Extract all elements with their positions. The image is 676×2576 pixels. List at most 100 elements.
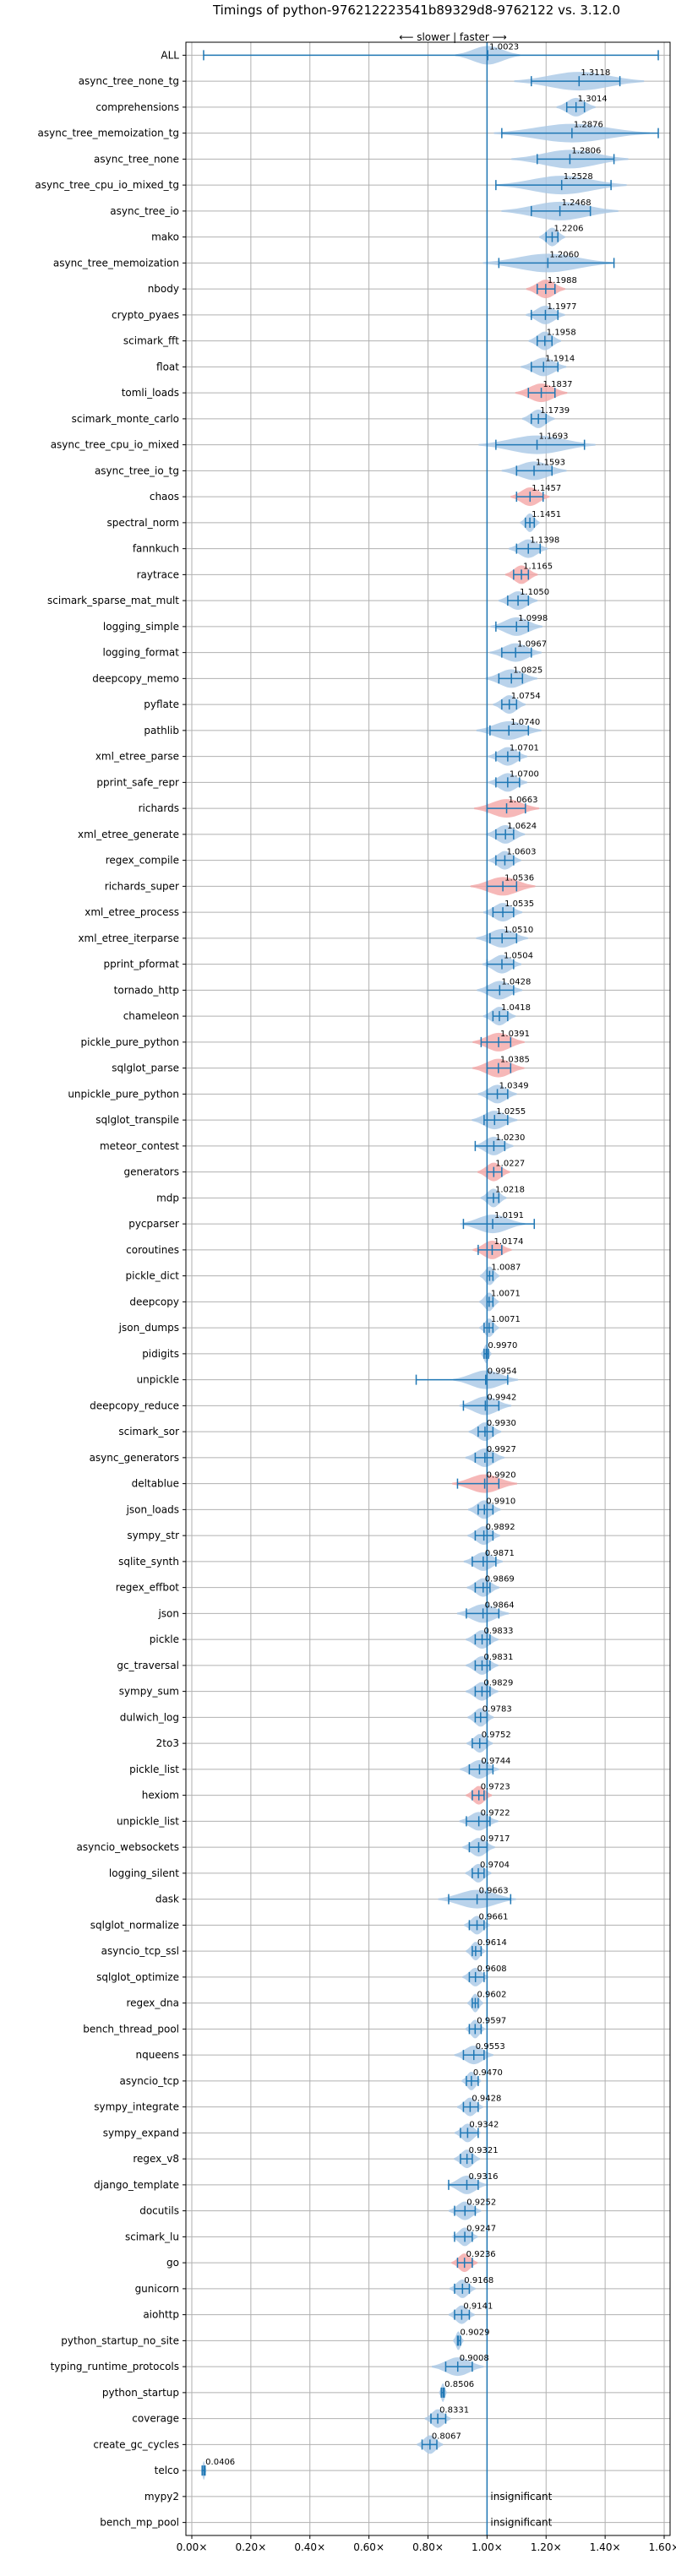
value-label: 1.1837 xyxy=(543,380,573,389)
plot-layer xyxy=(201,42,659,2535)
value-label: 1.2468 xyxy=(562,198,592,208)
benchmark-label: unpickle xyxy=(137,1374,179,1386)
benchmark-label: nqueens xyxy=(136,2049,179,2061)
x-tick-label: 0.00× xyxy=(177,2541,208,2553)
value-label: 0.9252 xyxy=(466,2198,496,2208)
benchmark-label: asyncio_tcp xyxy=(119,2075,179,2087)
benchmark-label: dulwich_log xyxy=(120,1711,179,1723)
x-tick-label: 0.40× xyxy=(294,2541,325,2553)
value-label: 1.0087 xyxy=(491,1264,521,1273)
benchmark-label: scimark_sor xyxy=(118,1426,179,1437)
benchmark-label: regex_v8 xyxy=(133,2153,179,2165)
value-label: 1.0967 xyxy=(517,640,547,649)
benchmark-label: float xyxy=(156,361,179,372)
value-label: 0.9722 xyxy=(481,1808,510,1818)
value-label: 1.0535 xyxy=(504,899,534,909)
benchmark-label: nbody xyxy=(148,283,179,295)
benchmark-label: python_startup xyxy=(102,2387,179,2399)
value-label: 0.9236 xyxy=(466,2250,496,2259)
value-label: 0.9470 xyxy=(473,2068,503,2078)
x-tick-label: 1.40× xyxy=(590,2541,621,2553)
benchmark-label: pyflate xyxy=(144,698,179,710)
value-label: 0.9704 xyxy=(480,1861,510,1870)
benchmark-label: regex_effbot xyxy=(116,1582,180,1594)
value-label: 1.1165 xyxy=(523,562,553,571)
benchmark-label: create_gc_cycles xyxy=(93,2438,179,2450)
value-label: 0.9141 xyxy=(463,2302,493,2312)
value-label: 0.9927 xyxy=(487,1445,516,1454)
benchmark-label: chameleon xyxy=(123,1010,179,1022)
value-label: 0.9608 xyxy=(477,1965,507,1974)
benchmark-label: xml_etree_generate xyxy=(78,829,179,840)
benchmark-label: sympy_integrate xyxy=(94,2101,179,2113)
value-label: 0.9783 xyxy=(482,1704,512,1714)
benchmark-label: mdp xyxy=(156,1192,179,1204)
benchmark-label: json_loads xyxy=(126,1503,179,1515)
benchmark-label: generators xyxy=(123,1166,179,1178)
benchmark-label: gunicorn xyxy=(135,2283,179,2295)
benchmark-label: fannkuch xyxy=(133,543,179,555)
benchmark-label: pidigits xyxy=(142,1348,179,1360)
value-label: 1.1398 xyxy=(530,536,559,546)
value-label: 1.0418 xyxy=(501,1003,531,1013)
value-label: 1.0624 xyxy=(507,822,537,831)
benchmark-label: xml_etree_process xyxy=(84,906,179,918)
grid-layer xyxy=(183,42,670,2539)
value-label: 0.9316 xyxy=(468,2172,498,2182)
benchmark-label: scimark_monte_carlo xyxy=(72,413,179,425)
benchmark-label: async_tree_cpu_io_mixed xyxy=(51,439,179,451)
benchmark-label: richards xyxy=(139,802,179,814)
label-layer: 0.00× 0.20× 0.40× 0.60× 0.80× 1.00× 1.20× 1.40×… xyxy=(35,42,676,2553)
value-label: 1.0071 xyxy=(491,1289,521,1298)
value-label: 1.0825 xyxy=(513,666,542,675)
value-label: 0.9723 xyxy=(481,1783,510,1792)
value-label: 0.9321 xyxy=(469,2146,499,2155)
benchmark-label: tornado_http xyxy=(114,984,179,996)
value-label: 0.9744 xyxy=(481,1757,510,1766)
benchmark-label: unpickle_list xyxy=(117,1815,179,1827)
benchmark-label: tomli_loads xyxy=(122,387,179,399)
value-label: 1.0071 xyxy=(491,1315,521,1324)
benchmark-label: sqlglot_optimize xyxy=(96,1971,179,1983)
benchmark-label: spectral_norm xyxy=(106,517,179,529)
value-label: 0.9869 xyxy=(485,1575,515,1584)
benchmark-label: chaos xyxy=(150,491,179,503)
benchmark-label: pycparser xyxy=(128,1218,179,1230)
benchmark-label: pickle_dict xyxy=(126,1270,180,1282)
benchmark-label: deepcopy_memo xyxy=(92,672,179,684)
value-label: 0.9247 xyxy=(466,2224,496,2233)
benchmark-label: mako xyxy=(151,231,179,243)
value-label: 0.9602 xyxy=(477,1991,506,2000)
benchmark-label: asyncio_websockets xyxy=(77,1841,179,1853)
benchmark-label: async_tree_cpu_io_mixed_tg xyxy=(35,179,179,191)
value-label: 1.0191 xyxy=(494,1211,524,1220)
value-label: 0.9954 xyxy=(488,1367,517,1377)
value-label: 0.9892 xyxy=(486,1523,515,1532)
value-label: 0.9717 xyxy=(480,1834,510,1844)
value-label: 1.0998 xyxy=(518,614,548,623)
benchmark-label: deepcopy_reduce xyxy=(90,1399,179,1411)
benchmark-label: mypy2 xyxy=(144,2491,179,2503)
x-tick-label: 0.60× xyxy=(353,2541,384,2553)
value-label: 1.1739 xyxy=(540,406,570,416)
value-label: 0.8067 xyxy=(432,2432,461,2441)
value-label: 1.2876 xyxy=(574,121,603,130)
benchmark-label: sqlglot_parse xyxy=(112,1062,179,1074)
benchmark-label: regex_dna xyxy=(126,1997,179,2009)
value-label: 1.0663 xyxy=(509,796,538,805)
benchmark-label: meteor_contest xyxy=(100,1140,179,1152)
value-label: 1.1451 xyxy=(532,510,561,519)
value-label: 0.9833 xyxy=(484,1627,514,1636)
value-label: 0.9008 xyxy=(460,2354,489,2363)
value-label: 0.9970 xyxy=(488,1341,517,1350)
benchmark-label: aiohttp xyxy=(143,2309,179,2321)
benchmark-label: go xyxy=(166,2257,179,2269)
value-label: 0.9428 xyxy=(472,2095,501,2104)
benchmark-label: django_template xyxy=(94,2179,179,2191)
benchmark-label: scimark_fft xyxy=(123,335,179,347)
value-label: 1.1593 xyxy=(536,458,565,467)
benchmark-label: async_generators xyxy=(90,1452,179,1464)
benchmark-label: logging_simple xyxy=(103,621,179,633)
benchmark-label: dask xyxy=(155,1894,179,1905)
chart-title: Timings of python-976212223541b89329d8-9… xyxy=(212,3,620,18)
